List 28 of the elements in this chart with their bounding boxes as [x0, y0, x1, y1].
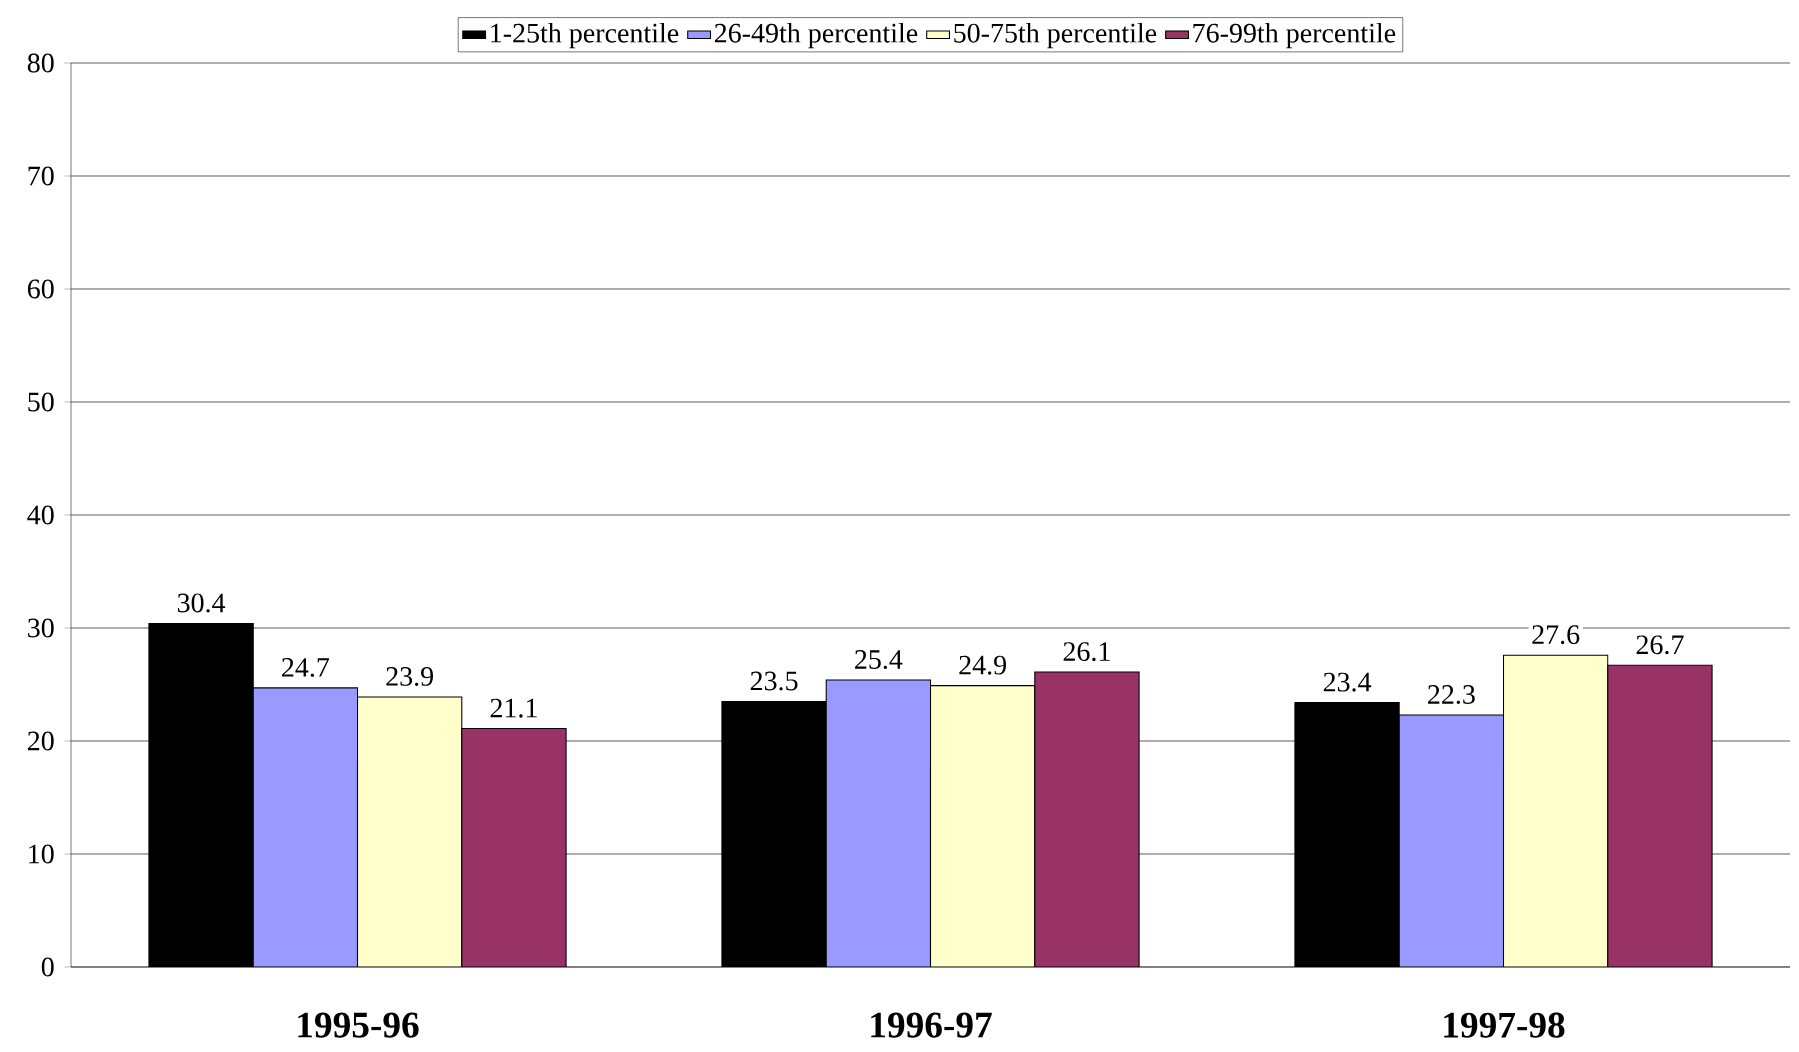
x-tick-label: 1996-97	[871, 1012, 992, 1038]
data-label: 25.4	[855, 650, 903, 670]
data-label: 22.3	[1428, 685, 1475, 705]
legend-label: 1-25th percentile	[491, 22, 679, 49]
data-label: 23.9	[386, 667, 434, 686]
y-tick-label: 20	[27, 731, 54, 751]
y-tick-label: 10	[29, 844, 54, 864]
data-label: 26.1	[1063, 642, 1110, 662]
y-tick-label: 80	[27, 53, 54, 73]
y-tick-label: 30	[28, 618, 54, 638]
legend-label: 76-99th percentile	[1193, 22, 1396, 49]
data-label: 23.4	[1323, 672, 1372, 692]
y-tick-label: 50	[28, 392, 54, 412]
x-tick-label: 1997-98	[1444, 1012, 1565, 1038]
data-label: 23.5	[750, 671, 798, 691]
data-label: 24.9	[959, 655, 1007, 675]
data-label: 24.7	[282, 658, 330, 677]
y-tick-label: 70	[28, 166, 54, 186]
legend-label: 26-49th percentile	[714, 22, 918, 49]
data-label: 27.6	[1532, 625, 1580, 645]
legend-label: 50-75th percentile	[954, 22, 1157, 49]
y-tick-label: 0	[41, 957, 54, 977]
x-tick-label: 1995-96	[298, 1012, 419, 1038]
data-label: 26.7	[1636, 635, 1684, 655]
y-tick-label: 40	[27, 505, 54, 525]
data-label: 30.4	[177, 593, 226, 613]
data-label: 21.1	[490, 698, 537, 718]
y-tick-label: 60	[27, 279, 54, 299]
